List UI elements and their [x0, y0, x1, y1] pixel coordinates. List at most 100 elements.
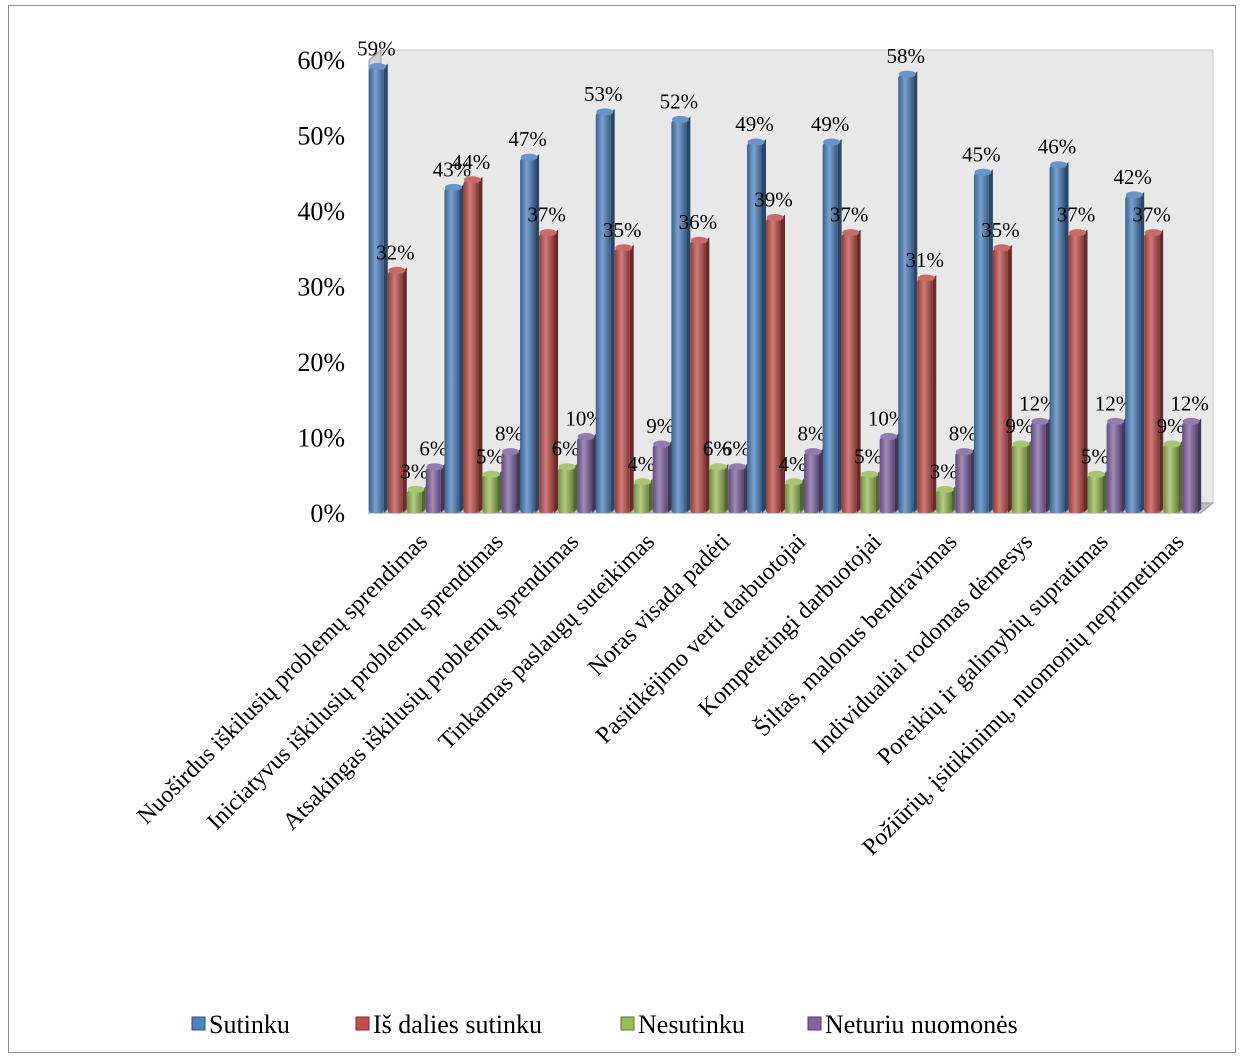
- bar-top: [653, 440, 671, 448]
- bar-top: [501, 448, 519, 456]
- bar: [804, 452, 819, 513]
- bar-side: [459, 184, 464, 513]
- bar-top: [1069, 229, 1087, 237]
- bar-top: [747, 138, 765, 146]
- bar-top: [709, 463, 727, 471]
- y-tick-label: 60%: [297, 46, 345, 75]
- bar-side: [686, 116, 691, 514]
- bar-side: [819, 448, 823, 513]
- data-label: 49%: [735, 112, 774, 136]
- bar-side: [383, 63, 388, 514]
- bar: [1049, 165, 1065, 513]
- bar-top: [785, 478, 803, 486]
- bar: [614, 248, 630, 513]
- bar-side: [875, 471, 880, 513]
- data-label: 3%: [930, 459, 958, 483]
- bar-side: [440, 463, 445, 513]
- bar: [973, 173, 989, 513]
- bar-top: [804, 448, 822, 456]
- data-label: 5%: [1081, 444, 1109, 468]
- bar: [728, 467, 744, 513]
- bar: [539, 233, 555, 513]
- legend-swatch: [620, 1016, 635, 1031]
- bar-side: [800, 478, 804, 513]
- bar: [595, 112, 611, 513]
- bar-top: [388, 266, 406, 274]
- bar: [1106, 422, 1122, 513]
- bar-top: [898, 70, 916, 78]
- bar-top: [690, 236, 708, 244]
- data-label: 43%: [433, 157, 472, 181]
- bar-side: [1121, 418, 1126, 513]
- y-tick-label: 50%: [297, 122, 345, 151]
- bar-side: [932, 274, 937, 513]
- y-tick-label: 10%: [297, 424, 345, 453]
- data-label: 37%: [1132, 203, 1171, 227]
- data-label: 35%: [603, 218, 642, 242]
- bar-top: [558, 463, 576, 471]
- bar-top: [463, 176, 481, 184]
- category-label: Nuoširdus iškilusių problemų sprendimas: [132, 529, 433, 830]
- bar-top: [1163, 440, 1181, 448]
- bar: [841, 233, 857, 513]
- data-label: 52%: [660, 89, 699, 113]
- bar-top: [1050, 161, 1068, 169]
- bar-side: [1064, 161, 1069, 513]
- data-label: 6%: [419, 437, 447, 461]
- bar-top: [936, 485, 954, 493]
- data-label: 53%: [584, 82, 623, 106]
- y-tick-label: 30%: [297, 273, 345, 302]
- data-label: 42%: [1113, 165, 1152, 189]
- bar: [501, 452, 517, 513]
- bar-side: [629, 244, 634, 513]
- bar: [936, 490, 952, 513]
- legend-label: Neturiu nuomonės: [825, 1010, 1018, 1039]
- bar: [785, 482, 800, 513]
- data-label: 8%: [798, 422, 826, 446]
- bar-side: [1159, 229, 1164, 513]
- legend-swatch: [355, 1016, 370, 1031]
- bar-top: [993, 244, 1011, 252]
- bar-side: [781, 214, 785, 514]
- legend-label: Nesutinku: [638, 1010, 745, 1039]
- data-label: 37%: [1057, 203, 1096, 227]
- bar-side: [478, 176, 483, 514]
- chart-frame: 0% 10% 20% 30% 40% 50% 60% 59% 32% 3% 6% 43% 44% 5% 8%…: [8, 5, 1236, 1053]
- bar-side: [1102, 471, 1107, 513]
- data-label: 5%: [476, 444, 504, 468]
- data-label: 58%: [887, 44, 926, 68]
- data-label: 47%: [508, 127, 547, 151]
- bar: [671, 120, 687, 514]
- bar: [482, 475, 498, 513]
- bar: [879, 437, 895, 513]
- bar: [1068, 233, 1084, 513]
- bar-top: [407, 485, 425, 493]
- data-label: 37%: [830, 203, 869, 227]
- bar-top: [880, 433, 898, 440]
- bar: [955, 452, 971, 513]
- bar-top: [842, 229, 860, 237]
- category-label: Atsakingas iškilusių problemų sprendimas: [278, 529, 584, 835]
- data-label: 32%: [376, 240, 415, 264]
- bar-top: [955, 448, 973, 456]
- data-label: 9%: [1157, 414, 1185, 438]
- data-label: 45%: [962, 142, 1001, 166]
- data-label: 46%: [1038, 135, 1077, 159]
- bar-side: [535, 154, 540, 513]
- bar: [1182, 422, 1198, 513]
- bar-side: [1045, 418, 1050, 513]
- bar-side: [1026, 441, 1031, 513]
- bar-side: [1140, 191, 1145, 513]
- bar-top: [482, 470, 500, 478]
- bar: [1163, 445, 1179, 513]
- bar: [690, 241, 706, 513]
- bar: [425, 467, 441, 513]
- bar-top: [917, 274, 935, 282]
- bar-side: [516, 448, 521, 513]
- bar-top: [615, 244, 633, 252]
- data-label: 59%: [357, 37, 396, 61]
- bar: [766, 218, 781, 514]
- bar-side: [951, 486, 956, 513]
- data-label: 37%: [527, 203, 566, 227]
- bar-side: [1083, 229, 1088, 513]
